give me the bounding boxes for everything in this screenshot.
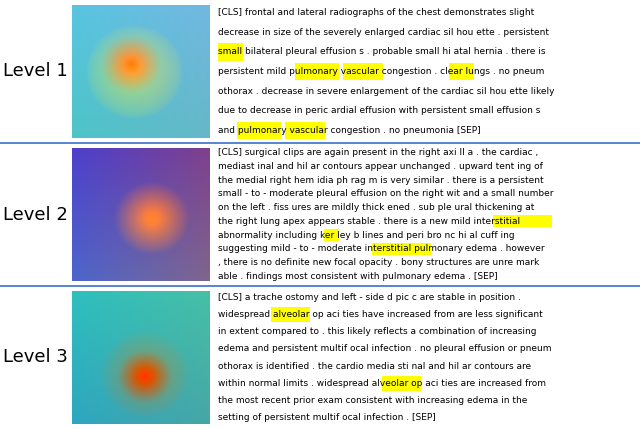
Text: in extent compared to . this likely reflects a combination of increasing: in extent compared to . this likely refl… (218, 327, 536, 336)
Bar (324, 229, 339, 241)
Text: [CLS] a trache ostomy and left - side d pic c are stable in position .: [CLS] a trache ostomy and left - side d … (218, 293, 521, 302)
Text: edema and persistent multif ocal infection . no pleural effusion or pneum: edema and persistent multif ocal infecti… (218, 344, 552, 353)
Text: on the left . fiss ures are mildly thick ened . sub ple ural thickening at: on the left . fiss ures are mildly thick… (218, 203, 534, 212)
Bar (343, 63, 383, 80)
Bar (449, 63, 474, 80)
Text: , there is no definite new focal opacity . bony structures are unre mark: , there is no definite new focal opacity… (218, 258, 540, 267)
Text: [CLS] frontal and lateral radiographs of the chest demonstrates slight: [CLS] frontal and lateral radiographs of… (218, 8, 534, 17)
Text: able . findings most consistent with pulmonary edema . [SEP]: able . findings most consistent with pul… (218, 272, 498, 281)
Text: mediast inal and hil ar contours appear unchanged . upward tent ing of: mediast inal and hil ar contours appear … (218, 162, 543, 171)
Text: setting of persistent multif ocal infection . [SEP]: setting of persistent multif ocal infect… (218, 413, 436, 422)
Text: othorax . decrease in severe enlargement of the cardiac sil hou ette likely: othorax . decrease in severe enlargement… (218, 87, 554, 96)
Text: persistent mild pulmonary vascular congestion . clear lungs . no pneum: persistent mild pulmonary vascular conge… (218, 67, 545, 76)
Text: the right lung apex appears stable . there is a new mild interstitial: the right lung apex appears stable . the… (218, 217, 520, 226)
Text: Level 2: Level 2 (3, 205, 68, 224)
Bar (285, 121, 324, 139)
Text: and pulmonary vascular congestion . no pneumonia [SEP]: and pulmonary vascular congestion . no p… (218, 126, 481, 135)
Bar (237, 121, 282, 139)
Bar (372, 243, 431, 255)
Text: [CLS] surgical clips are again present in the right axi ll a . the cardiac ,: [CLS] surgical clips are again present i… (218, 148, 538, 157)
Bar (271, 307, 310, 322)
Text: othorax is identified . the cardio media sti nal and hil ar contours are: othorax is identified . the cardio media… (218, 362, 531, 371)
Text: small - to - moderate pleural effusion on the right wit and a small number: small - to - moderate pleural effusion o… (218, 190, 554, 199)
Text: within normal limits . widespread alveolar op aci ties are increased from: within normal limits . widespread alveol… (218, 379, 546, 388)
Text: widespread alveolar op aci ties have increased from are less significant: widespread alveolar op aci ties have inc… (218, 310, 543, 319)
Text: the most recent prior exam consistent with increasing edema in the: the most recent prior exam consistent wi… (218, 396, 527, 405)
Text: due to decrease in peric ardial effusion with persistent small effusion s: due to decrease in peric ardial effusion… (218, 106, 540, 115)
Bar (218, 43, 243, 60)
Text: the medial right hem idia ph rag m is very similar . there is a persistent: the medial right hem idia ph rag m is ve… (218, 176, 543, 185)
Bar (493, 215, 552, 227)
Text: Level 3: Level 3 (3, 348, 68, 366)
Text: abnormality including ker ley b lines and peri bro nc hi al cuff ing: abnormality including ker ley b lines an… (218, 230, 515, 239)
Text: small bilateral pleural effusion s . probable small hi atal hernia . there is: small bilateral pleural effusion s . pro… (218, 48, 545, 57)
Text: Level 1: Level 1 (3, 63, 68, 81)
Bar (381, 376, 421, 391)
Text: decrease in size of the severely enlarged cardiac sil hou ette . persistent: decrease in size of the severely enlarge… (218, 28, 549, 37)
Bar (295, 63, 339, 80)
Text: suggesting mild - to - moderate interstitial pulmonary edema . however: suggesting mild - to - moderate intersti… (218, 244, 545, 253)
